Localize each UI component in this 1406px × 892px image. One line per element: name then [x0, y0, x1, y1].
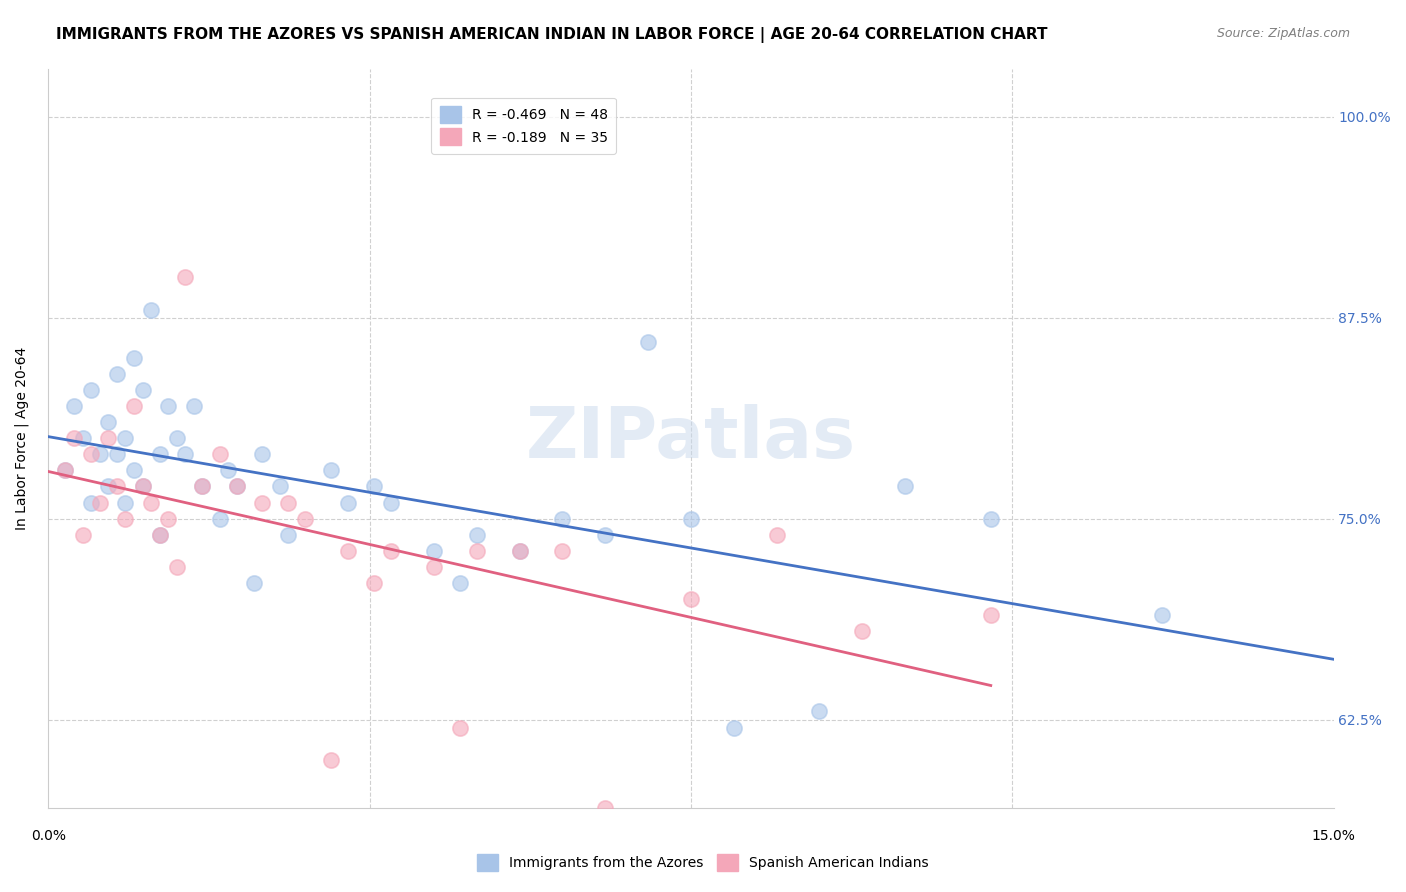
Y-axis label: In Labor Force | Age 20-64: In Labor Force | Age 20-64 [15, 347, 30, 530]
Point [637, 334, 659, 349]
Point [166, 431, 188, 445]
Point [105, 367, 128, 381]
Point [149, 447, 172, 461]
Point [1152, 607, 1174, 622]
Point [808, 705, 831, 719]
Point [131, 479, 153, 493]
Point [380, 543, 402, 558]
Point [89, 447, 111, 461]
Point [319, 753, 342, 767]
Point [765, 527, 787, 541]
Point [269, 479, 291, 493]
Point [252, 447, 274, 461]
Text: 0.0%: 0.0% [31, 829, 66, 843]
Point [894, 479, 917, 493]
Point [851, 624, 873, 639]
Point [114, 495, 136, 509]
Point [337, 495, 360, 509]
Point [337, 543, 360, 558]
Point [465, 543, 488, 558]
Text: IMMIGRANTS FROM THE AZORES VS SPANISH AMERICAN INDIAN IN LABOR FORCE | AGE 20-64: IMMIGRANTS FROM THE AZORES VS SPANISH AM… [56, 27, 1047, 43]
Point [593, 801, 616, 815]
Point [97, 431, 120, 445]
Point [139, 495, 162, 509]
Text: Source: ZipAtlas.com: Source: ZipAtlas.com [1216, 27, 1350, 40]
Point [105, 447, 128, 461]
Point [55, 463, 77, 477]
Text: ZIPatlas: ZIPatlas [526, 404, 856, 473]
Point [380, 495, 402, 509]
Point [105, 479, 128, 493]
Text: 15.0%: 15.0% [1312, 829, 1355, 843]
Point [122, 351, 145, 365]
Point [149, 527, 172, 541]
Point [122, 463, 145, 477]
Point [157, 511, 180, 525]
Point [72, 527, 94, 541]
Point [97, 415, 120, 429]
Point [679, 591, 702, 606]
Point [208, 447, 231, 461]
Point [449, 575, 471, 590]
Point [551, 511, 574, 525]
Point [174, 447, 197, 461]
Point [508, 543, 530, 558]
Point [183, 399, 205, 413]
Point [363, 575, 385, 590]
Point [80, 495, 103, 509]
Point [423, 543, 446, 558]
Point [252, 495, 274, 509]
Point [80, 447, 103, 461]
Point [593, 527, 616, 541]
Point [423, 559, 446, 574]
Point [131, 479, 153, 493]
Point [363, 479, 385, 493]
Point [157, 399, 180, 413]
Point [55, 463, 77, 477]
Point [243, 575, 266, 590]
Point [166, 559, 188, 574]
Point [114, 431, 136, 445]
Point [174, 270, 197, 285]
Point [449, 721, 471, 735]
Point [80, 383, 103, 397]
Point [63, 431, 86, 445]
Point [508, 543, 530, 558]
Point [225, 479, 247, 493]
Point [97, 479, 120, 493]
Point [679, 511, 702, 525]
Legend: Immigrants from the Azores, Spanish American Indians: Immigrants from the Azores, Spanish Amer… [471, 848, 935, 876]
Point [139, 302, 162, 317]
Point [723, 721, 745, 735]
Point [277, 527, 299, 541]
Point [294, 511, 316, 525]
Point [114, 511, 136, 525]
Point [225, 479, 247, 493]
Point [277, 495, 299, 509]
Point [465, 527, 488, 541]
Point [980, 511, 1002, 525]
Point [551, 543, 574, 558]
Point [319, 463, 342, 477]
Point [72, 431, 94, 445]
Point [980, 607, 1002, 622]
Point [208, 511, 231, 525]
Point [191, 479, 214, 493]
Point [149, 527, 172, 541]
Point [89, 495, 111, 509]
Point [217, 463, 239, 477]
Point [122, 399, 145, 413]
Legend: R = -0.469   N = 48, R = -0.189   N = 35: R = -0.469 N = 48, R = -0.189 N = 35 [432, 97, 616, 153]
Point [191, 479, 214, 493]
Point [63, 399, 86, 413]
Point [131, 383, 153, 397]
